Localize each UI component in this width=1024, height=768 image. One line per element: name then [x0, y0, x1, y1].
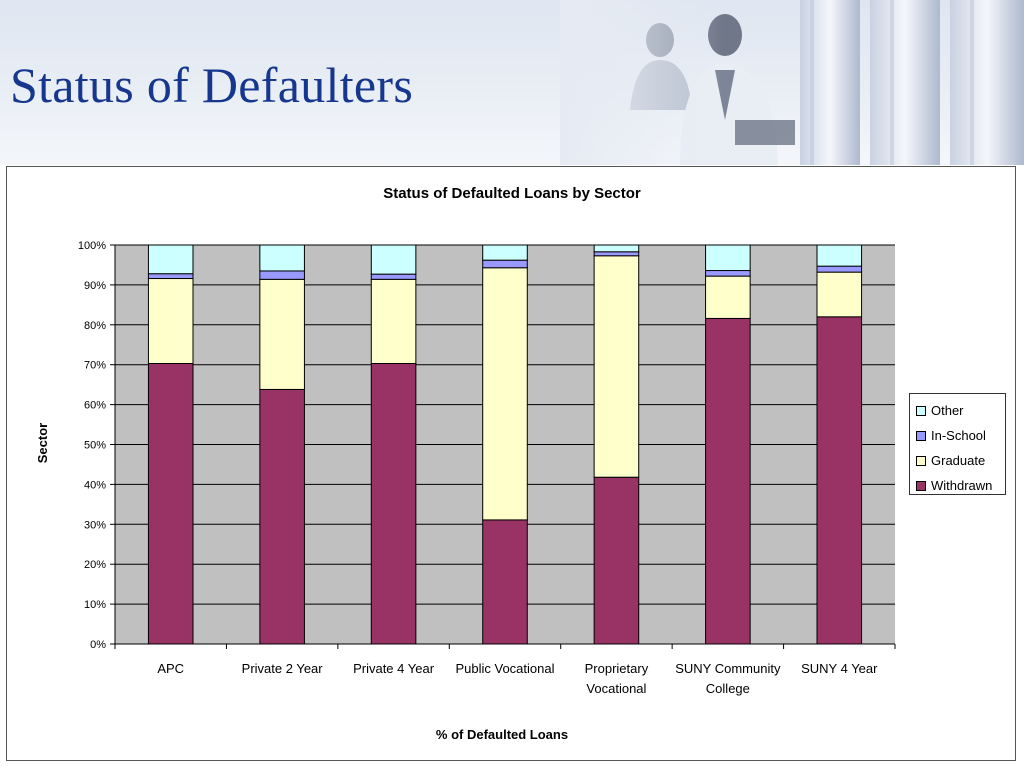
bar-segment-in-school: [816, 265, 863, 273]
bar-segment-graduate: [482, 267, 528, 521]
bar-segment-withdrawn: [147, 363, 194, 645]
bar-segment-withdrawn: [370, 363, 417, 645]
bar-segment-withdrawn: [705, 317, 751, 645]
x-axis-title: % of Defaulted Loans: [435, 727, 569, 742]
y-tick-label: 60%: [84, 400, 106, 412]
bar-segment-withdrawn: [482, 519, 528, 645]
bar-segment-in-school: [482, 259, 528, 269]
x-category-label: Proprietary Vocational: [584, 661, 649, 696]
bar-segment-other: [370, 244, 417, 275]
legend-item: Other: [916, 398, 1005, 423]
legend-item: In-School: [916, 423, 1005, 448]
bar-segment-other: [593, 244, 640, 253]
legend-swatch: [916, 455, 926, 466]
x-category-label: SUNY Community College: [675, 661, 781, 696]
chart-frame: 0% 10% 20% 30% 40% 50% 60% 70% 80% 90% 100% Status…: [6, 166, 1016, 761]
legend-swatch: [916, 480, 926, 491]
y-tick-label: 30%: [84, 519, 106, 531]
legend-label: Graduate: [931, 453, 986, 468]
y-tick-label: 80%: [84, 320, 106, 332]
legend-label: Withdrawn: [931, 478, 993, 493]
legend-label: Other: [931, 403, 964, 418]
bar-segment-other: [147, 244, 194, 275]
header-photo: [560, 0, 1024, 165]
slide-title: Status of Defaulters: [10, 57, 414, 113]
y-tick-label: 50%: [84, 440, 106, 452]
bar-segment-graduate: [593, 255, 640, 478]
bar-segment-graduate: [370, 278, 417, 365]
bar-segment-withdrawn: [816, 316, 863, 645]
slide-header: Status of Defaulters: [0, 0, 1024, 165]
y-tick-label: 70%: [84, 360, 106, 372]
bar-segment-withdrawn: [259, 388, 305, 645]
bar-segment-other: [259, 244, 305, 272]
bar-segment-other: [705, 244, 751, 272]
y-tick-label: 100%: [78, 240, 106, 252]
y-tick-label: 0%: [90, 639, 106, 651]
y-axis-title: Sector: [35, 422, 50, 464]
x-category-label: Public Vocational: [455, 661, 555, 676]
bar-segment-in-school: [259, 270, 305, 280]
bar-segment-graduate: [816, 271, 863, 318]
x-category-label: Private 4 Year: [353, 661, 435, 676]
bar-segment-graduate: [147, 278, 194, 365]
y-tick-label: 90%: [84, 280, 106, 292]
x-category-label: APC: [157, 661, 185, 676]
bar-segment-in-school: [147, 273, 194, 280]
y-tick-label: 20%: [84, 559, 106, 571]
legend-item: Graduate: [916, 448, 1005, 473]
bar-segment-graduate: [705, 275, 751, 319]
y-tick-label: 10%: [84, 599, 106, 611]
legend-swatch: [916, 430, 926, 441]
chart-title: Status of Defaulted Loans by Sector: [383, 185, 641, 202]
bar-segment-in-school: [705, 270, 751, 277]
chart-legend: Other In-School Graduate Withdrawn: [909, 393, 1006, 495]
bar-segment-other: [482, 244, 528, 261]
bar-segment-in-school: [593, 251, 640, 257]
bar-segment-graduate: [259, 278, 305, 390]
legend-label: In-School: [931, 428, 986, 443]
bar-segment-other: [816, 244, 863, 267]
x-category-label: SUNY 4 Year: [801, 661, 878, 676]
bar-segment-in-school: [370, 273, 417, 280]
legend-item: Withdrawn: [916, 473, 1005, 498]
bar-segment-withdrawn: [593, 476, 640, 645]
stacked-bar-chart: 0% 10% 20% 30% 40% 50% 60% 70% 80% 90% 100%: [78, 240, 896, 651]
y-tick-label: 40%: [84, 479, 106, 491]
legend-swatch: [916, 405, 926, 416]
x-category-label: Private 2 Year: [241, 661, 323, 676]
